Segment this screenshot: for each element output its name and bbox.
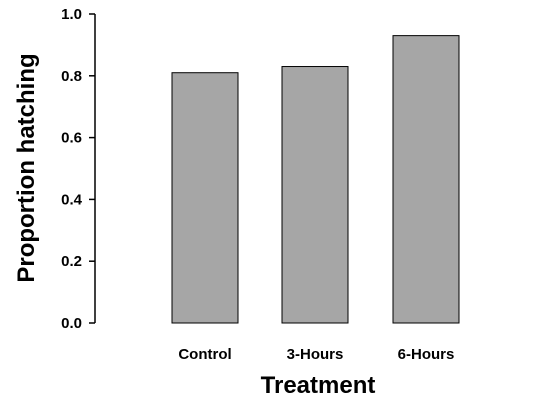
x-category-label: Control (178, 346, 231, 363)
y-tick-label: 0.8 (61, 68, 82, 85)
bar-3-hours (281, 66, 349, 324)
y-axis-title: Proportion hatching (13, 53, 40, 282)
x-category-label: 3-Hours (287, 346, 344, 363)
bars-group (171, 35, 460, 324)
bar-control (171, 72, 239, 324)
bar-6-hours (392, 35, 460, 324)
y-tick-label: 1.0 (61, 6, 82, 23)
y-axis-ticks: 0.0 0.2 0.4 0.6 0.8 1.0 (61, 6, 95, 332)
y-tick-label: 0.4 (61, 191, 83, 208)
x-axis-title: Treatment (261, 372, 376, 399)
y-tick-label: 0.0 (61, 315, 82, 332)
x-category-label: 6-Hours (398, 346, 455, 363)
y-tick-label: 0.6 (61, 130, 82, 147)
x-axis-labels: Control 3-Hours 6-Hours (178, 346, 454, 363)
y-tick-label: 0.2 (61, 253, 82, 270)
